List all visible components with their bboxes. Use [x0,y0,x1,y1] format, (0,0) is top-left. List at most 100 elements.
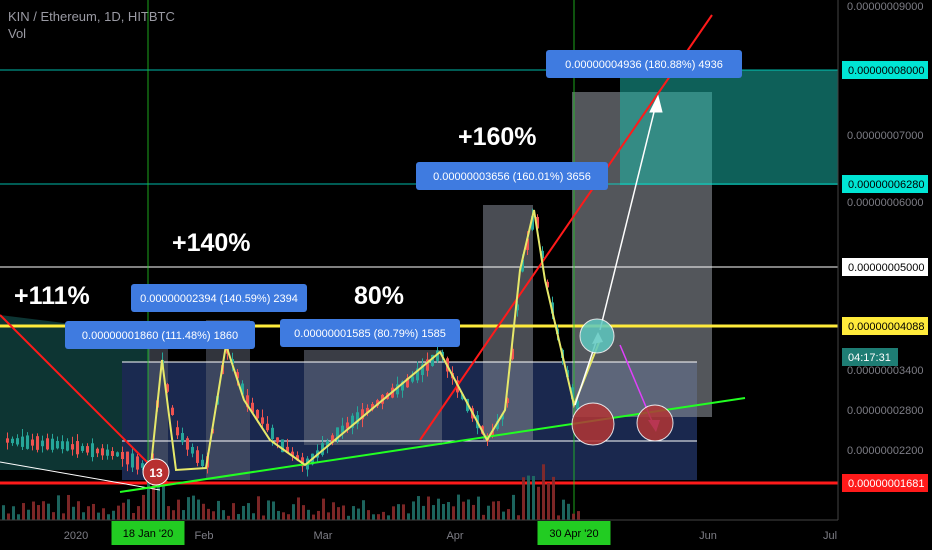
measure-label-box [131,284,307,312]
volume-bar [67,494,70,520]
volume-bar [482,514,485,520]
candle-body [336,427,339,441]
volume-bar [32,501,35,520]
volume-bar [412,501,415,520]
volume-bar [422,505,425,520]
date-badge-label: 18 Jan '20 [123,528,173,540]
candle-body [121,451,124,460]
volume-bar [227,515,230,520]
volume-bar [222,510,225,520]
candle-body [11,438,14,444]
volume-bar [292,504,295,520]
price-tag-label: 0.00000001681 [848,478,924,490]
volume-bar [532,475,535,520]
candle-body [406,378,409,388]
candle-body [546,281,549,288]
chart-header: KIN / Ethereum, 1D, HITBTC Vol [8,8,175,42]
time-tick: Jun [699,530,717,542]
candle-body [271,427,274,440]
volume-bar [312,514,315,520]
candle-body [401,381,404,391]
candle-body [131,453,134,468]
volume-bar [317,510,320,520]
volume-bar [497,501,500,520]
measure-label: 0.00000004936 (180.88%) 4936 [565,59,723,71]
volume-bar [307,509,310,520]
volume-bar [392,506,395,520]
time-axis: 2020 18 Jan '20 Feb Mar Apr 30 Apr '20 Jun Jul [0,519,838,545]
candle-body [366,407,369,414]
price-tick: 0.00000009000 [847,1,923,13]
candle-body [236,372,239,379]
volume-bar [522,477,525,520]
candle-body [461,394,464,400]
event-marker [142,458,170,486]
candle-body [341,425,344,433]
ascending-resistance [419,14,713,441]
candle-body [31,439,34,446]
volume-bar [102,508,105,520]
candle-body [141,463,144,468]
volume-bar [302,505,305,520]
candle-body [201,459,204,467]
price-tag [842,175,928,193]
volume-bar [537,486,540,520]
labels-layer: 0.00000001860 (111.48%) 1860 0.0000000239… [14,50,742,349]
volume-bar [72,506,75,520]
volume-bar [142,494,145,520]
volume-bar [502,511,505,520]
price-axis: 0.00000009000 0.00000007000 0.00000006000 0… [837,0,928,520]
candle-body [251,402,254,413]
volume-bar [87,506,90,520]
volume-bar [157,486,160,520]
price-tag-label: 04:17:31 [848,352,891,364]
volume-bar [57,495,60,520]
candle-body [576,400,579,410]
price-tick: 0.00000002200 [847,445,923,457]
volume-bar [152,474,155,520]
price-tag-label: 0.00000006280 [848,179,924,191]
candle-body [521,259,524,272]
price-tag [842,474,928,492]
volume-bar [557,515,560,520]
candle-body [126,451,129,465]
candle-body [186,438,189,450]
candle-body [361,409,364,420]
candle-body [136,456,139,470]
candle-body [41,440,44,447]
measure-label-box [65,321,255,349]
candle-body [516,304,519,311]
volume-bar [22,503,25,520]
candle-body [501,413,504,420]
zigzag-pattern [149,209,601,476]
volume-bar [257,496,260,520]
candle-body [351,415,354,428]
volume-bar [167,506,170,520]
price-tag [842,317,928,335]
volume-bar [12,506,15,520]
volume-bar [387,515,390,520]
volume-bar [137,506,140,520]
volume-bar [237,514,240,520]
candle-body [176,427,179,436]
candle-body [111,451,114,456]
candle-body [371,404,374,410]
candle-body [196,450,199,463]
volume-bar [492,501,495,520]
price-tick: 0.00000006000 [847,197,923,209]
time-tick: Mar [314,530,333,542]
volume-bar [47,503,50,520]
candle-body [541,250,544,259]
volume-bar [457,494,460,520]
descending-trendline [0,314,171,486]
retest-circle [571,402,615,446]
volume-bar [547,482,550,520]
volume-bar [357,508,360,520]
volume-bar [367,510,370,520]
volume-bar [107,514,110,520]
candle-body [331,435,334,443]
volume-bar [487,505,490,520]
candle-body [526,238,529,250]
price-tag [842,258,928,276]
